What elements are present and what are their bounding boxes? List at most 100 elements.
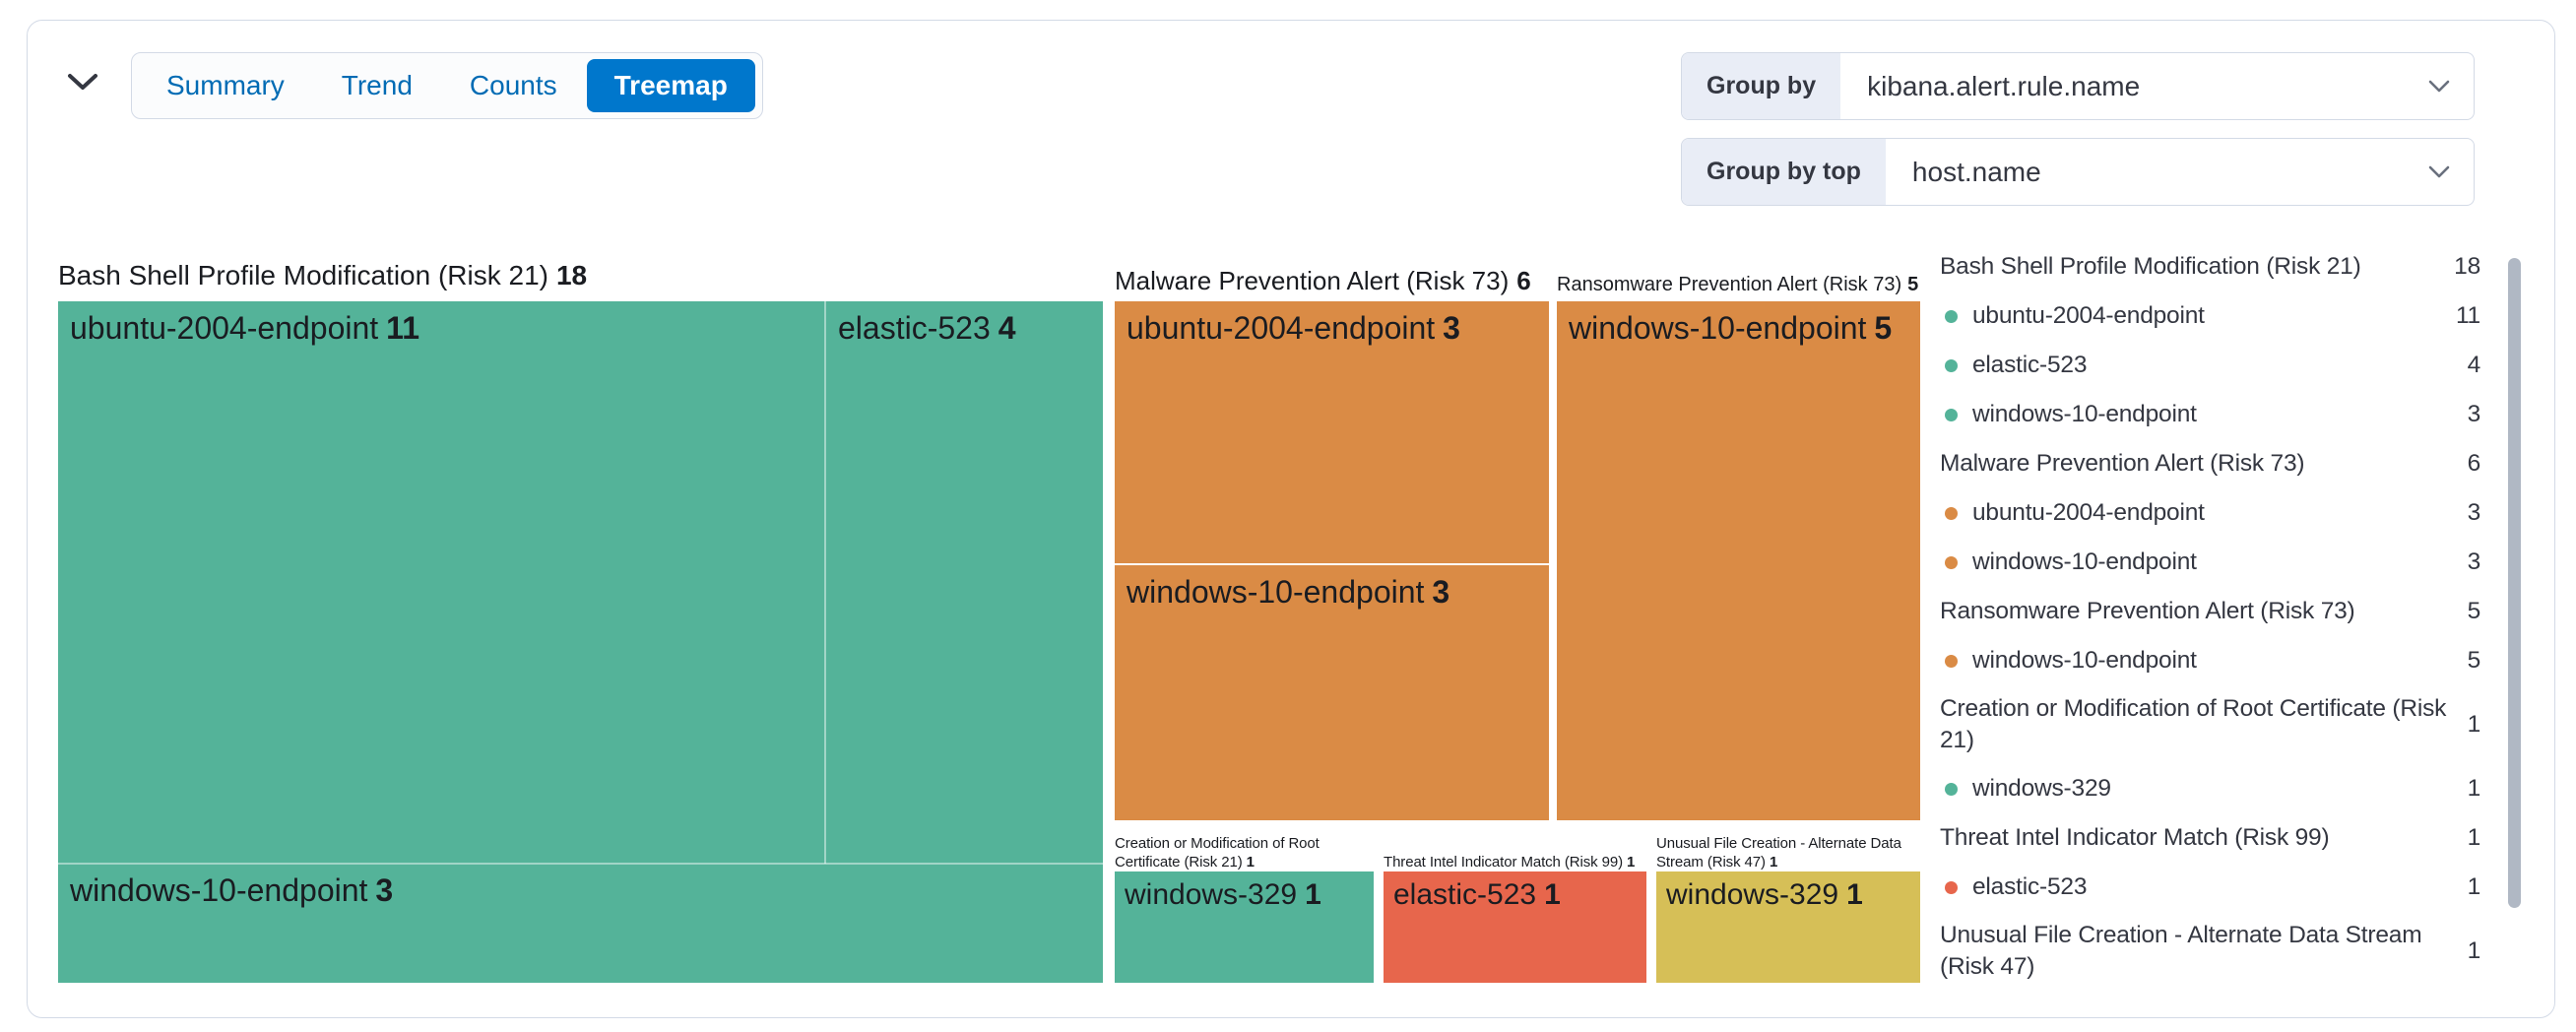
- treemap-tile[interactable]: windows-329 1: [1115, 871, 1374, 983]
- legend-header-row[interactable]: Ransomware Prevention Alert (Risk 73) 5: [1940, 587, 2480, 636]
- legend-color-dot: [1945, 309, 1958, 323]
- legend-count: 1: [2467, 824, 2481, 851]
- legend-label: elastic-523: [1972, 352, 2088, 378]
- view-mode-tabs: Summary Trend Counts Treemap: [131, 52, 763, 119]
- treemap-tile[interactable]: elastic-523 1: [1384, 871, 1646, 983]
- legend-scrollbar-thumb[interactable]: [2508, 258, 2521, 908]
- treemap-tile-label: windows-329 1: [1125, 878, 1321, 911]
- treemap-tile-label: elastic-523 4: [838, 310, 1016, 346]
- legend-color-dot: [1945, 654, 1958, 668]
- legend-label: windows-329: [1972, 775, 2111, 802]
- legend-item-row[interactable]: windows-10-endpoint 3: [1940, 390, 2480, 439]
- treemap-group-title: Bash Shell Profile Modification (Risk 21…: [58, 260, 587, 291]
- treemap-tile[interactable]: windows-10-endpoint 3: [58, 864, 1103, 983]
- legend-count: 3: [2467, 499, 2481, 526]
- group-title-text: Threat Intel Indicator Match (Risk 99) 1: [1384, 854, 1636, 871]
- legend-label: elastic-523: [1972, 873, 2088, 900]
- treemap-tile[interactable]: ubuntu-2004-endpoint 3: [1115, 301, 1549, 563]
- treemap-tile-label: windows-329 1: [1666, 878, 1863, 911]
- group-title-text: Malware Prevention Alert (Risk 73): [1115, 266, 1510, 295]
- treemap-tile-label: elastic-523 1: [1393, 878, 1561, 911]
- treemap-tile-label: windows-10-endpoint 3: [70, 872, 394, 908]
- tile-divider: [1115, 563, 1549, 565]
- legend-color-dot: [1945, 555, 1958, 569]
- legend-item-row[interactable]: windows-329 1: [1940, 764, 2480, 813]
- legend-color-dot: [1945, 408, 1958, 421]
- legend-count: 1: [2467, 873, 2481, 900]
- treemap-tile-label: ubuntu-2004-endpoint 3: [1127, 310, 1460, 346]
- legend-color-dot: [1945, 358, 1958, 372]
- legend-label: Bash Shell Profile Modification (Risk 21…: [1940, 253, 2361, 280]
- tile-divider: [58, 863, 1103, 865]
- legend-header-row[interactable]: Malware Prevention Alert (Risk 73) 6: [1940, 439, 2480, 488]
- legend-count: 3: [2467, 548, 2481, 575]
- tab-treemap[interactable]: Treemap: [586, 59, 755, 112]
- group-by-value: kibana.alert.rule.name: [1867, 70, 2141, 101]
- group-title-count: 5: [1907, 274, 1919, 295]
- legend-label: Malware Prevention Alert (Risk 73): [1940, 450, 2305, 477]
- legend-count: 1: [2467, 937, 2481, 964]
- legend-count: 3: [2467, 401, 2481, 427]
- tab-counts[interactable]: Counts: [442, 59, 585, 112]
- group-title-text: Creation or Modification of Root Certifi…: [1115, 835, 1320, 871]
- legend-label: Creation or Modification of Root Certifi…: [1940, 695, 2447, 753]
- group-by-label: Group by: [1682, 53, 1841, 119]
- treemap-group-title: Ransomware Prevention Alert (Risk 73) 5: [1557, 274, 1918, 296]
- legend-count: 11: [2455, 302, 2480, 329]
- legend-label: ubuntu-2004-endpoint: [1972, 302, 2205, 329]
- group-by-top-value: host.name: [1911, 156, 2041, 187]
- legend-label: Ransomware Prevention Alert (Risk 73): [1940, 598, 2355, 624]
- legend-count: 5: [2467, 598, 2481, 624]
- legend-color-dot: [1945, 782, 1958, 796]
- treemap-tile[interactable]: elastic-523 4: [826, 301, 1103, 864]
- group-by-select[interactable]: Group by kibana.alert.rule.name: [1681, 52, 2475, 120]
- chevron-down-icon: [67, 72, 98, 95]
- treemap-group-title: Threat Intel Indicator Match (Risk 99) 1: [1384, 826, 1635, 871]
- chevron-down-icon: [2428, 53, 2474, 119]
- legend-header-row[interactable]: Bash Shell Profile Modification (Risk 21…: [1940, 242, 2480, 291]
- group-title-text: Unusual File Creation - Alternate Data S…: [1656, 835, 1901, 871]
- tile-divider: [824, 301, 826, 864]
- treemap-group-title: Creation or Modification of Root Certifi…: [1115, 826, 1377, 871]
- legend-count: 1: [2467, 775, 2481, 802]
- legend-color-dot: [1945, 880, 1958, 894]
- legend-item-row[interactable]: windows-10-endpoint 5: [1940, 636, 2480, 685]
- legend-header-row[interactable]: Threat Intel Indicator Match (Risk 99) 1: [1940, 813, 2480, 863]
- legend-label: windows-10-endpoint: [1972, 548, 2197, 575]
- group-title-count: 18: [555, 260, 588, 290]
- legend-item-row[interactable]: ubuntu-2004-endpoint 3: [1940, 488, 2480, 538]
- group-title-text: Ransomware Prevention Alert (Risk 73): [1557, 274, 1902, 295]
- legend-item-row[interactable]: windows-10-endpoint 3: [1940, 538, 2480, 587]
- legend-count: 18: [2454, 253, 2480, 280]
- legend-count: 1: [2467, 711, 2481, 738]
- legend-color-dot: [1945, 506, 1958, 520]
- group-title-text: Bash Shell Profile Modification (Risk 21…: [58, 260, 548, 290]
- legend-label: Threat Intel Indicator Match (Risk 99): [1940, 824, 2330, 851]
- treemap-tile-label: windows-10-endpoint 5: [1569, 310, 1893, 346]
- legend-header-row[interactable]: Unusual File Creation - Alternate Data S…: [1940, 912, 2480, 991]
- chevron-down-icon: [2428, 139, 2474, 205]
- treemap-tile[interactable]: windows-10-endpoint 3: [1115, 565, 1549, 820]
- treemap-tile[interactable]: windows-10-endpoint 5: [1557, 301, 1920, 820]
- legend-label: Unusual File Creation - Alternate Data S…: [1940, 922, 2422, 980]
- legend-count: 4: [2467, 352, 2481, 378]
- legend-count: 6: [2467, 450, 2481, 477]
- legend-header-row[interactable]: Creation or Modification of Root Certifi…: [1940, 685, 2480, 764]
- treemap-group-title: Unusual File Creation - Alternate Data S…: [1656, 826, 1922, 871]
- group-by-top-select[interactable]: Group by top host.name: [1681, 138, 2475, 206]
- treemap-tile[interactable]: windows-329 1: [1656, 871, 1920, 983]
- legend-label: ubuntu-2004-endpoint: [1972, 499, 2205, 526]
- legend-label: windows-10-endpoint: [1972, 401, 2197, 427]
- legend-item-row[interactable]: elastic-523 1: [1940, 863, 2480, 912]
- group-title-count: 6: [1516, 266, 1531, 295]
- collapse-panel-button[interactable]: [57, 59, 108, 106]
- tab-trend[interactable]: Trend: [314, 59, 440, 112]
- legend-count: 5: [2467, 647, 2481, 674]
- treemap-group-title: Malware Prevention Alert (Risk 73) 6: [1115, 266, 1531, 296]
- legend-item-row[interactable]: ubuntu-2004-endpoint 11: [1940, 291, 2480, 341]
- legend-label: windows-10-endpoint: [1972, 647, 2197, 674]
- tab-summary[interactable]: Summary: [139, 59, 312, 112]
- treemap-tile-label: windows-10-endpoint 3: [1127, 574, 1450, 610]
- legend-item-row[interactable]: elastic-523 4: [1940, 341, 2480, 390]
- treemap-tile[interactable]: ubuntu-2004-endpoint 11: [58, 301, 826, 864]
